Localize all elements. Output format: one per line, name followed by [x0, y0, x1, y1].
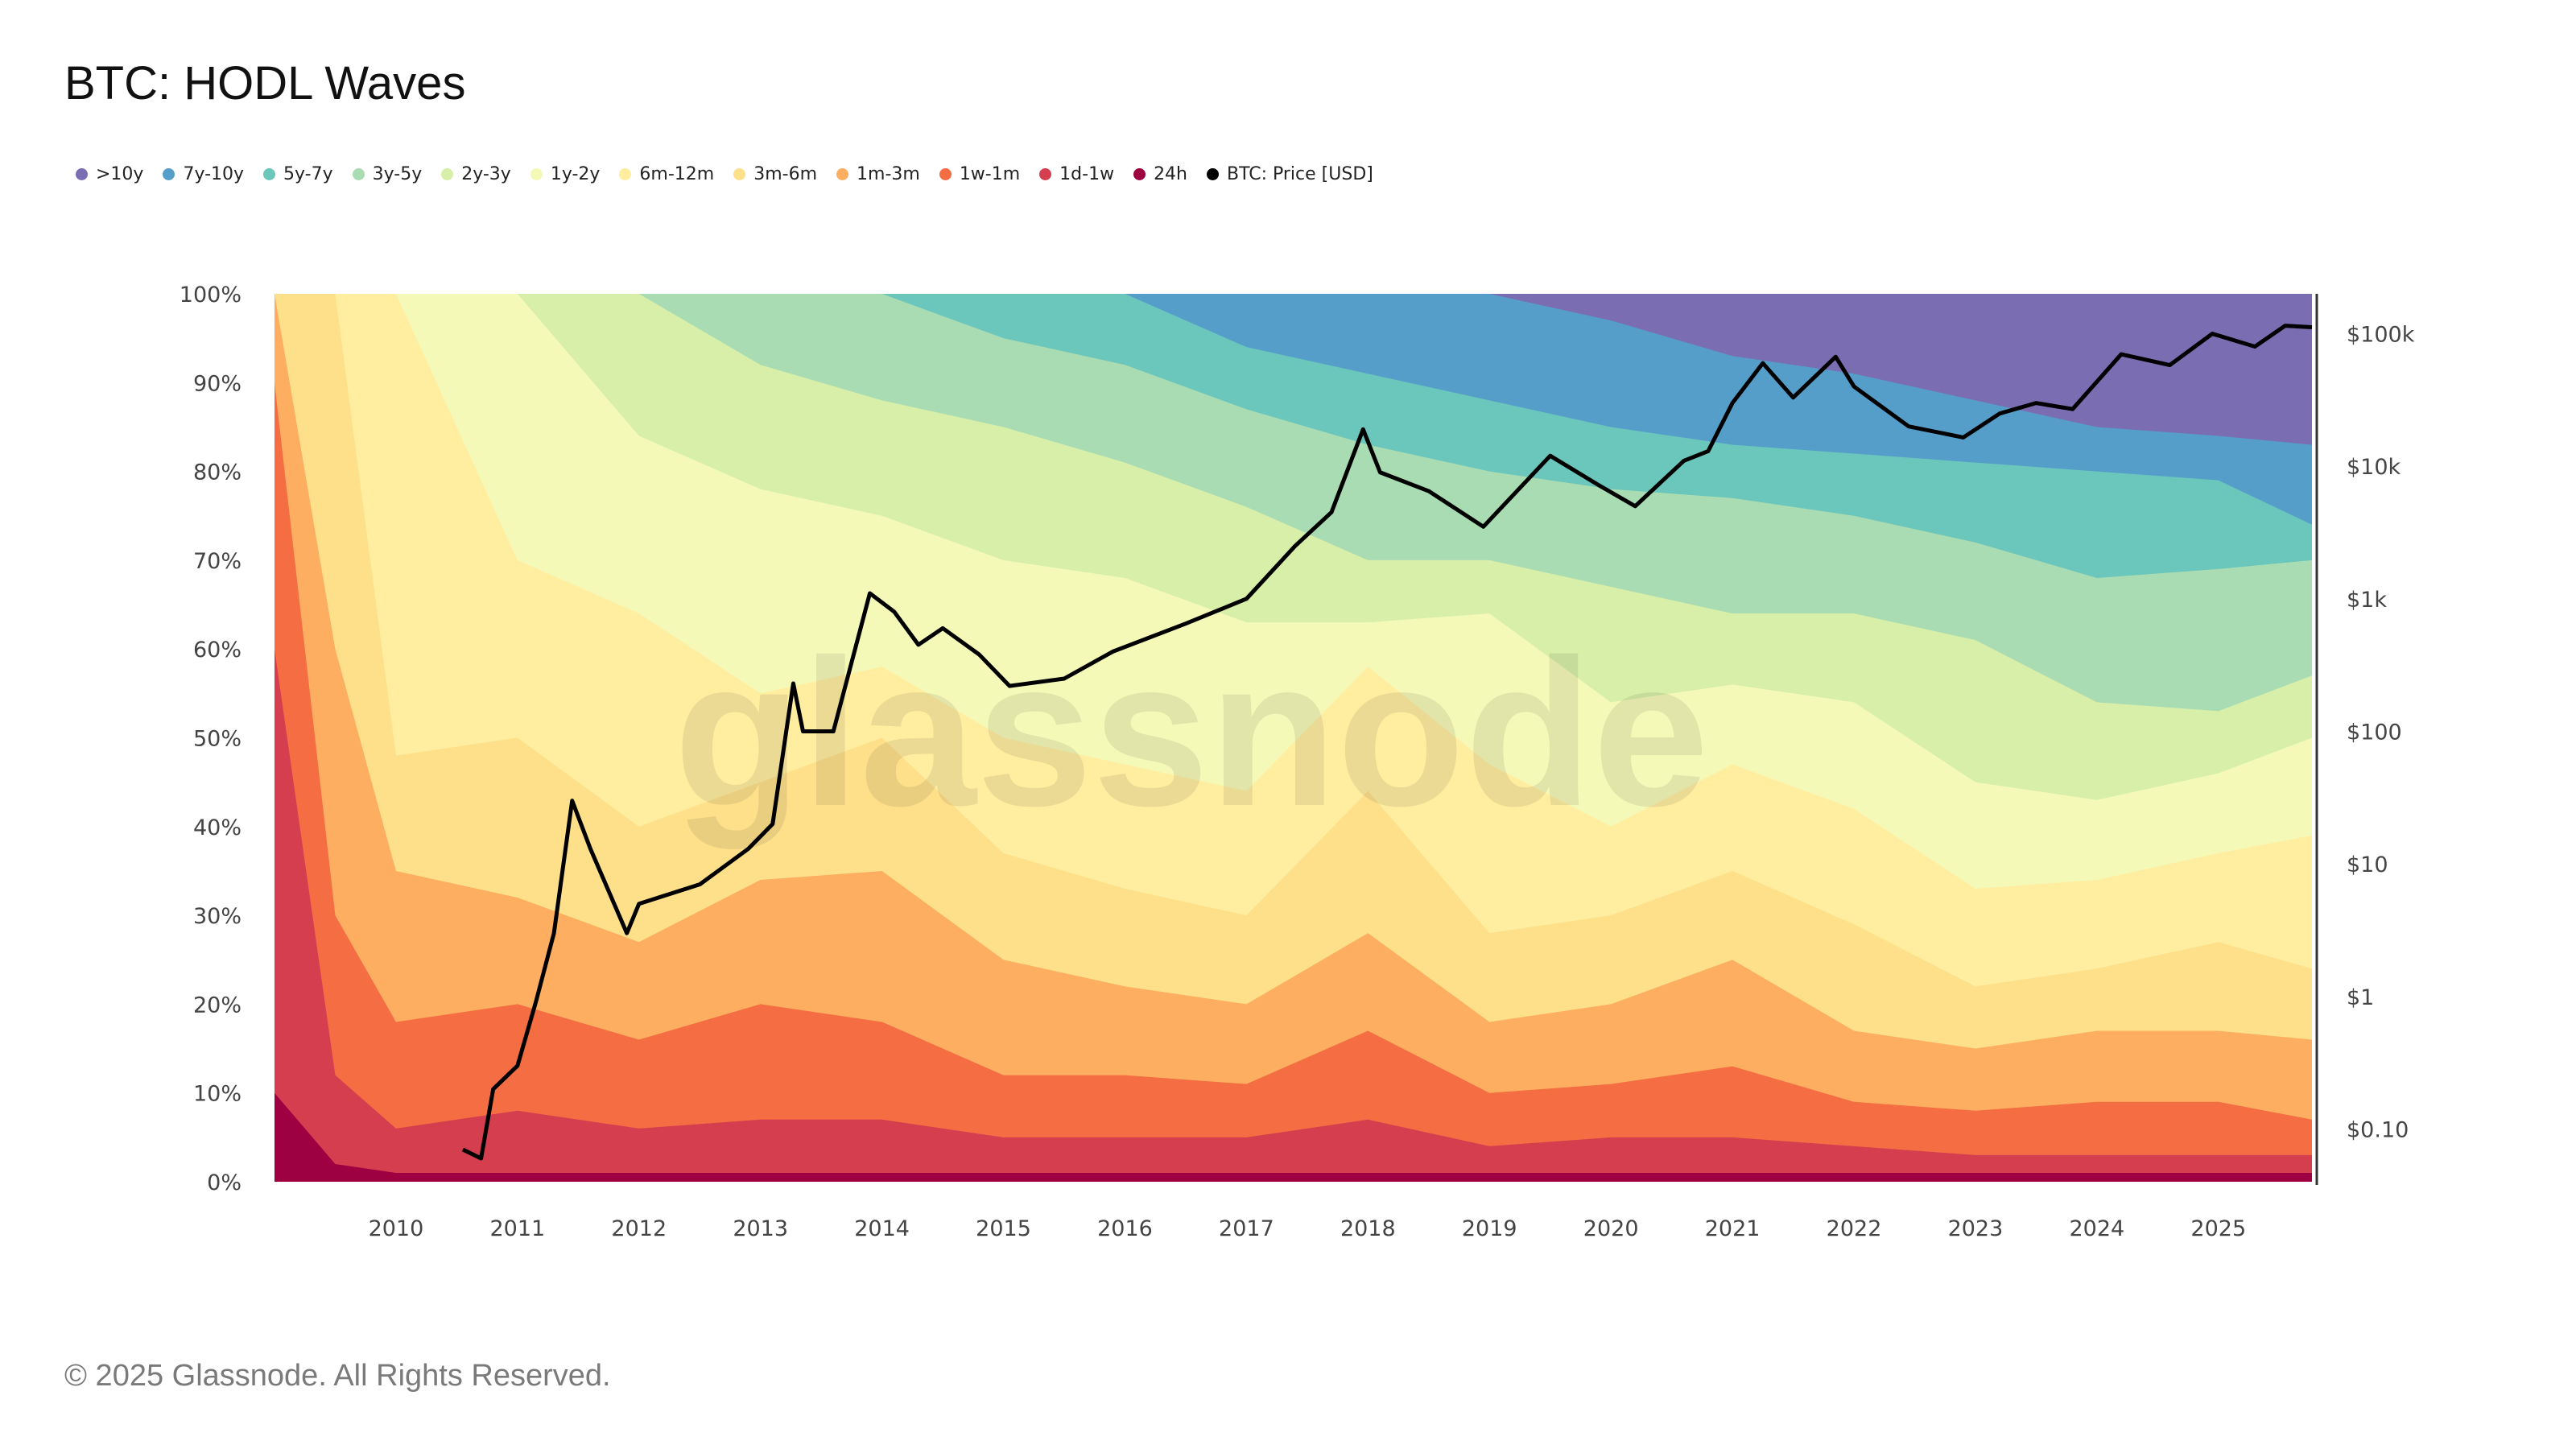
legend-label: 1d-1w	[1059, 164, 1115, 184]
y-left-tick-label: 20%	[193, 993, 242, 1018]
legend-dot-icon	[530, 168, 543, 180]
x-tick-label: 2017	[1219, 1216, 1274, 1241]
x-tick-label: 2014	[854, 1216, 910, 1241]
x-tick-label: 2012	[611, 1216, 667, 1241]
x-tick-label: 2024	[2070, 1216, 2125, 1241]
legend-label: 1m-3m	[857, 164, 920, 184]
legend-item[interactable]: 6m-12m	[619, 164, 714, 184]
band-1d1w	[275, 649, 2312, 1182]
legend-dot-icon	[163, 168, 175, 180]
legend-item[interactable]: 3y-5y	[352, 164, 423, 184]
y-left-tick-label: 90%	[193, 371, 242, 396]
legend-item[interactable]: 2y-3y	[441, 164, 511, 184]
y-left-tick-label: 10%	[193, 1082, 242, 1107]
legend-label: 1y-2y	[550, 164, 601, 184]
legend-item[interactable]: 1d-1w	[1039, 164, 1114, 184]
legend-label: 2y-3y	[461, 164, 511, 184]
x-tick-label: 2010	[369, 1216, 424, 1241]
legend-item[interactable]: BTC: Price [USD]	[1207, 164, 1373, 184]
legend-dot-icon	[352, 168, 365, 180]
y-left-tick-label: 60%	[193, 638, 242, 663]
legend-label: 5y-7y	[283, 164, 333, 184]
x-tick-label: 2011	[489, 1216, 545, 1241]
legend-item[interactable]: 7y-10y	[163, 164, 244, 184]
legend-label: BTC: Price [USD]	[1227, 164, 1373, 184]
legend-label: >10y	[96, 164, 144, 184]
y-left-tick-label: 50%	[193, 727, 242, 752]
legend-label: 1w-1m	[959, 164, 1021, 184]
legend-item[interactable]: 24h	[1133, 164, 1187, 184]
legend-dot-icon	[76, 168, 88, 180]
y-left-tick-label: 80%	[193, 460, 242, 485]
legend-item[interactable]: 1w-1m	[939, 164, 1020, 184]
x-tick-label: 2016	[1097, 1216, 1153, 1241]
legend-label: 7y-10y	[183, 164, 245, 184]
legend-label: 3y-5y	[372, 164, 423, 184]
x-tick-label: 2019	[1462, 1216, 1517, 1241]
btc-price-line	[461, 324, 2313, 1161]
y-left-tick-label: 70%	[193, 549, 242, 574]
y-right-tick-label: $10	[2347, 852, 2388, 877]
legend-dot-icon	[619, 168, 632, 180]
y-right-tick-label: $1	[2347, 985, 2374, 1010]
legend-dot-icon	[1133, 168, 1146, 180]
legend-dot-icon	[263, 168, 276, 180]
copyright-footer: © 2025 Glassnode. All Rights Reserved.	[64, 1359, 611, 1393]
legend-label: 24h	[1154, 164, 1187, 184]
legend: >10y 7y-10y 5y-7y 3y-5y 2y-3y 1y-2y 6m-12m 3m-6…	[76, 164, 1393, 184]
legend-item[interactable]: 1y-2y	[530, 164, 601, 184]
x-tick-label: 2023	[1948, 1216, 2004, 1241]
x-tick-label: 2022	[1827, 1216, 1882, 1241]
legend-dot-icon	[733, 168, 746, 180]
y-right-tick-label: $100k	[2347, 323, 2415, 348]
x-tick-label: 2020	[1583, 1216, 1639, 1241]
legend-item[interactable]: 3m-6m	[733, 164, 817, 184]
band-1m3m	[275, 294, 2312, 1182]
y-right-tick-label: $100	[2347, 720, 2402, 745]
legend-dot-icon	[836, 168, 849, 180]
y-left-tick-label: 0%	[207, 1170, 242, 1195]
x-tick-label: 2025	[2190, 1216, 2246, 1241]
chart-title: BTC: HODL Waves	[64, 57, 466, 109]
legend-label: 6m-12m	[639, 164, 715, 184]
y-right-tick-label: $10k	[2347, 455, 2401, 480]
band-24h	[275, 1092, 2312, 1182]
legend-dot-icon	[441, 168, 454, 180]
legend-item[interactable]: >10y	[76, 164, 143, 184]
x-tick-label: 2021	[1705, 1216, 1761, 1241]
band-1w1m	[275, 382, 2312, 1182]
x-tick-label: 2013	[733, 1216, 788, 1241]
glassnode-watermark: glassnode	[674, 617, 1709, 851]
y-right-tick-label: $1k	[2347, 588, 2387, 613]
legend-item[interactable]: 1m-3m	[836, 164, 920, 184]
y-left-tick-label: 30%	[193, 904, 242, 929]
x-tick-label: 2018	[1340, 1216, 1396, 1241]
y-left-tick-label: 40%	[193, 815, 242, 840]
x-tick-label: 2015	[976, 1216, 1031, 1241]
legend-dot-icon	[1207, 168, 1219, 180]
legend-dot-icon	[1039, 168, 1052, 180]
y-right-tick-label: $0.10	[2347, 1117, 2409, 1142]
y-left-tick-label: 100%	[180, 283, 242, 308]
legend-dot-icon	[939, 168, 952, 180]
legend-item[interactable]: 5y-7y	[263, 164, 333, 184]
legend-label: 3m-6m	[753, 164, 818, 184]
